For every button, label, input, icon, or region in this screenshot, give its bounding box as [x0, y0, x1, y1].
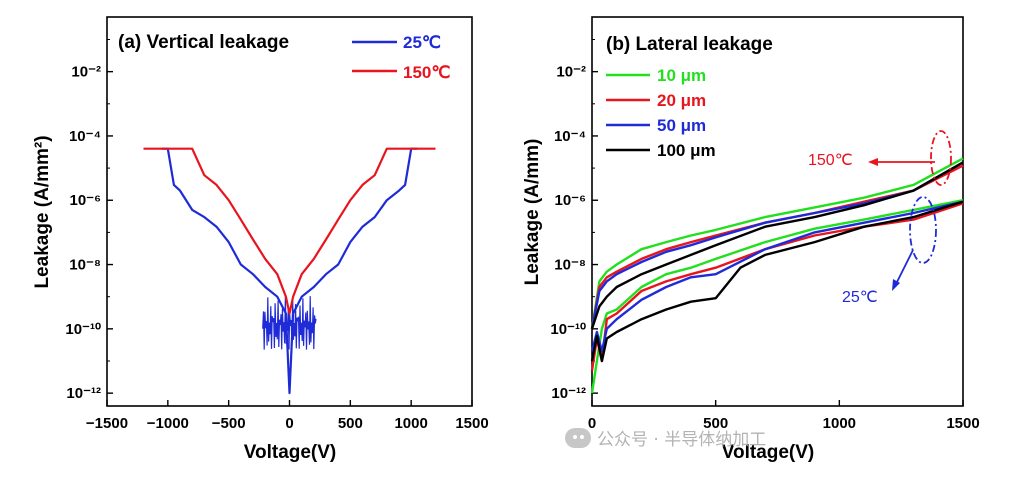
- annotation-25c-arrow: [896, 250, 913, 284]
- panel-a-ytick-label: 10⁻¹²: [66, 385, 101, 402]
- annotation-25c-label: 25℃: [842, 289, 878, 306]
- panel-b-ytick-label: 10⁻⁶: [554, 192, 586, 209]
- legend-25c-label: 25℃: [403, 33, 441, 52]
- panel-a-vertical-leakage: 10⁻¹² 10⁻¹⁰ 10⁻⁸ 10⁻⁶ 10⁻⁴ 10⁻² −1500 −1000 −50…: [32, 17, 489, 463]
- series-line-150c: [144, 149, 436, 314]
- annotation-150c-label: 150℃: [808, 152, 853, 169]
- panel-a-xtick-label: 0: [285, 415, 293, 432]
- series-25c-noise: [263, 295, 316, 350]
- panel-b-ytick-label: 10⁻¹²: [551, 385, 586, 402]
- panel-b-ytick-label: 10⁻⁸: [554, 257, 586, 274]
- panel-a-ytick-label: 10⁻⁴: [69, 128, 101, 145]
- legend-50um-label: 50 μm: [657, 116, 706, 135]
- panel-a-ytick-label: 10⁻⁸: [69, 257, 101, 274]
- panel-a-ytick-label: 10⁻²: [71, 64, 101, 81]
- series-line-20um-25c: [592, 203, 963, 370]
- annotation-150c-arrowhead: [868, 158, 878, 166]
- panel-b-ytick-label: 10⁻¹⁰: [550, 321, 586, 338]
- legend-10um-label: 10 μm: [657, 66, 706, 85]
- panel-a-ylabel: Leakage (A/mm²): [32, 135, 53, 288]
- wechat-icon: [565, 428, 591, 448]
- panel-b-xtick-label: 1000: [823, 415, 856, 432]
- legend-150c-label: 150℃: [403, 63, 450, 82]
- watermark: 公众号 · 半导体纳加工: [565, 425, 766, 450]
- panel-a-title: (a) Vertical leakage: [118, 32, 289, 53]
- panel-b-title: (b) Lateral leakage: [606, 34, 773, 55]
- panel-a-xtick-label: 1000: [394, 415, 427, 432]
- legend-100um-label: 100 μm: [657, 141, 716, 160]
- panel-a-xtick-label: −500: [212, 415, 246, 432]
- panel-b-ytick-label: 10⁻²: [556, 64, 586, 81]
- panel-a-ytick-label: 10⁻¹⁰: [65, 321, 101, 338]
- panel-a-ytick-label: 10⁻⁶: [69, 192, 101, 209]
- panel-a-xtick-label: −1000: [147, 415, 189, 432]
- panel-a-xtick-label: 1500: [455, 415, 488, 432]
- panel-b-ytick-label: 10⁻⁴: [554, 128, 586, 145]
- watermark-text: 公众号 · 半导体纳加工: [597, 425, 766, 450]
- panel-b-legend: 10 μm 20 μm 50 μm 100 μm: [606, 66, 716, 160]
- panel-a-xtick-label: 500: [338, 415, 363, 432]
- series-line-25c: [162, 149, 417, 393]
- annotation-25c-arrowhead: [892, 279, 900, 291]
- panel-b-xtick-label: 1500: [946, 415, 979, 432]
- series-line-10um-150c: [592, 158, 963, 328]
- panel-a-xlabel: Voltage(V): [244, 442, 337, 463]
- figure: 10⁻¹² 10⁻¹⁰ 10⁻⁸ 10⁻⁶ 10⁻⁴ 10⁻² −1500 −1000 −50…: [0, 0, 1011, 479]
- panel-b-ylabel: Leakage (A/mm): [522, 139, 543, 286]
- series-line-100um-25c: [592, 202, 963, 361]
- panel-a-legend: 25℃ 150℃: [352, 33, 450, 82]
- panel-a-xtick-label: −1500: [86, 415, 128, 432]
- legend-20um-label: 20 μm: [657, 91, 706, 110]
